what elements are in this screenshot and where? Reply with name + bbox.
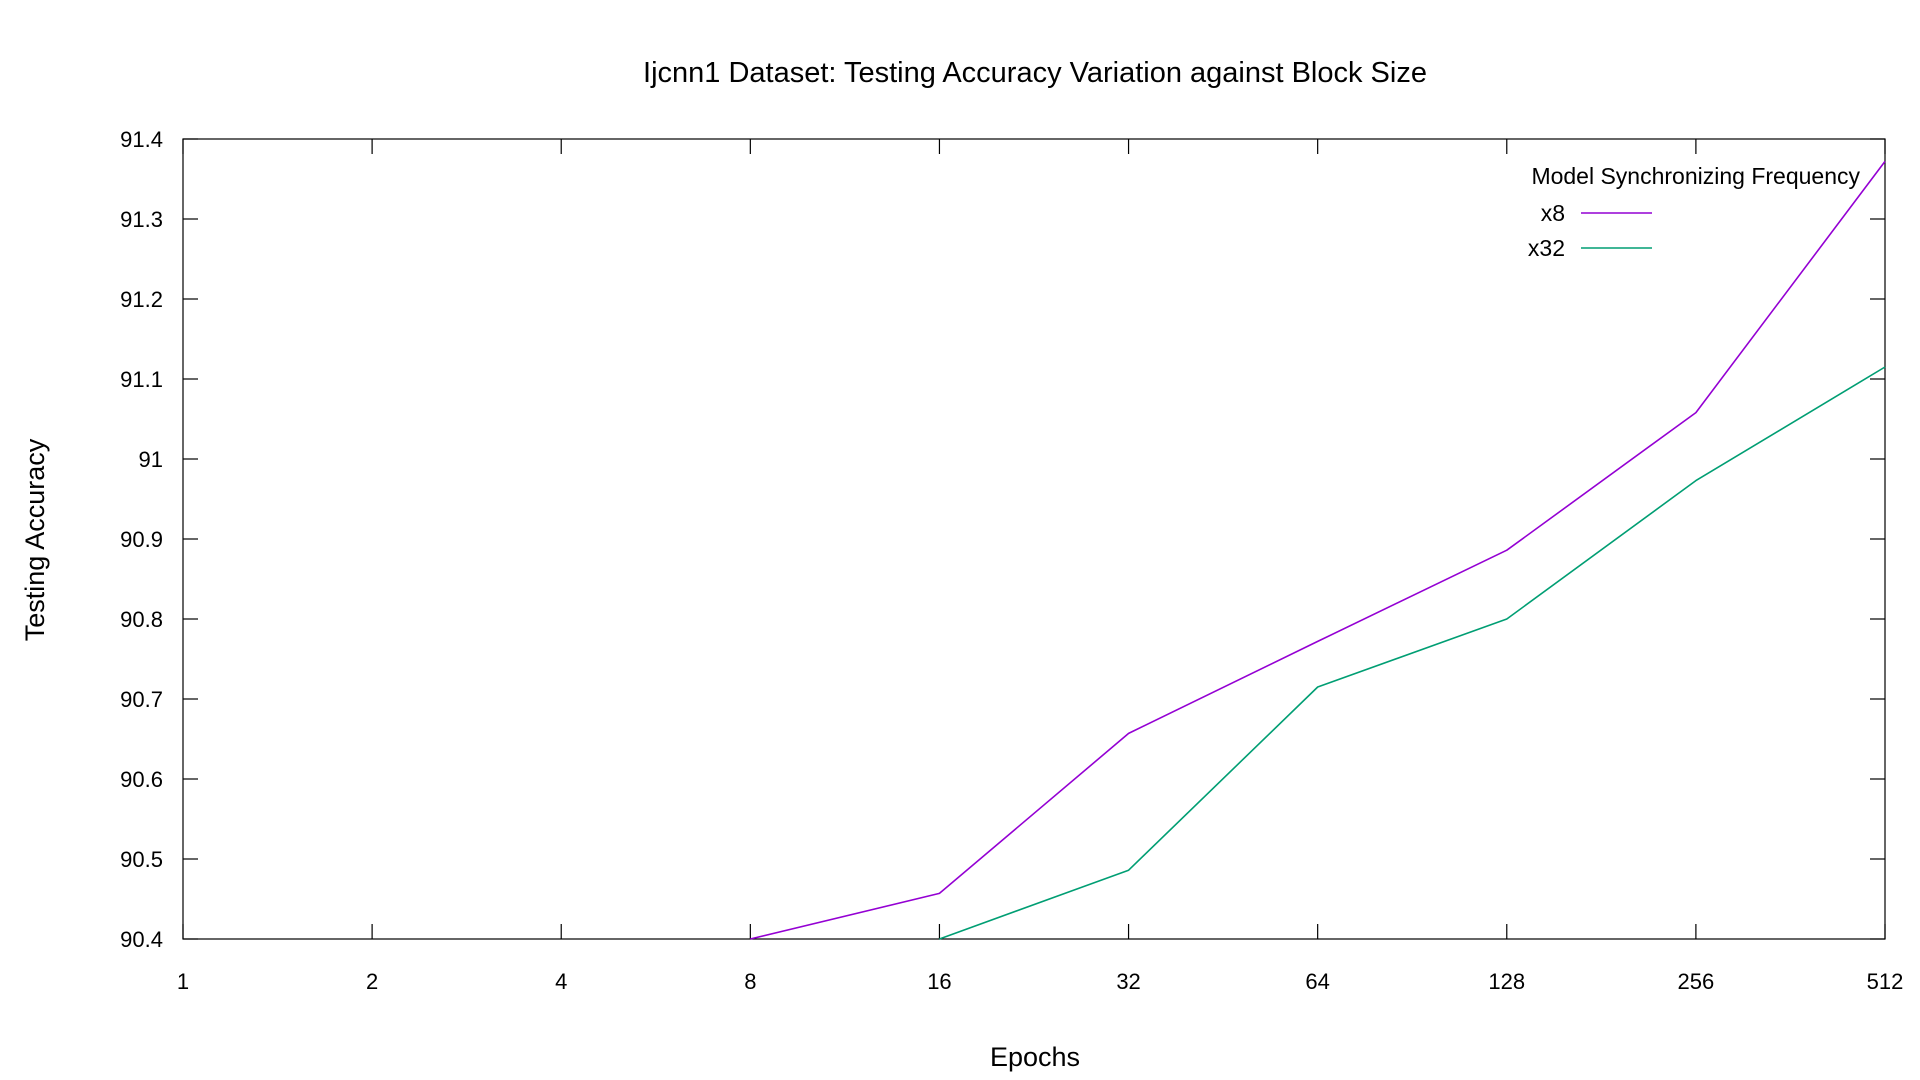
chart-title: Ijcnn1 Dataset: Testing Accuracy Variati… xyxy=(643,57,1427,89)
y-tick-label: 91.2 xyxy=(120,287,163,312)
y-tick-label: 91.4 xyxy=(120,127,163,152)
y-tick-label: 90.7 xyxy=(120,687,163,712)
x-tick-label: 8 xyxy=(744,969,756,994)
x-tick-label: 1 xyxy=(177,969,189,994)
y-tick-label: 90.9 xyxy=(120,527,163,552)
x-axis-label: Epochs xyxy=(990,1042,1080,1072)
x-tick-label: 4 xyxy=(555,969,567,994)
legend-label-x32: x32 xyxy=(1528,235,1565,261)
x-tick-label: 64 xyxy=(1305,969,1329,994)
y-tick-label: 90.6 xyxy=(120,767,163,792)
legend-label-x8: x8 xyxy=(1541,200,1565,226)
x-tick-label: 2 xyxy=(366,969,378,994)
x-tick-label: 16 xyxy=(927,969,951,994)
axis-ticks xyxy=(182,138,1886,940)
y-tick-label: 90.8 xyxy=(120,607,163,632)
series-lines xyxy=(750,160,1886,940)
y-tick-label: 91.3 xyxy=(120,207,163,232)
x-tick-label: 128 xyxy=(1488,969,1525,994)
axis-tick-labels: 1 2 4 8 16 32 64 128 256 512 90.4 90.5 90.6 90.7 90.8 9… xyxy=(120,127,1903,994)
y-tick-label: 91 xyxy=(139,447,163,472)
x-tick-label: 512 xyxy=(1867,969,1904,994)
x-tick-label: 32 xyxy=(1116,969,1140,994)
y-tick-label: 90.4 xyxy=(120,927,163,952)
series-line-x32 xyxy=(939,366,1886,940)
legend-title: Model Synchronizing Frequency xyxy=(1531,163,1860,189)
x-tick-label: 256 xyxy=(1678,969,1715,994)
y-tick-label: 91.1 xyxy=(120,367,163,392)
y-axis-label: Testing Accuracy xyxy=(20,438,50,641)
series-line-x8 xyxy=(750,160,1886,940)
y-tick-label: 90.5 xyxy=(120,847,163,872)
plot-frame xyxy=(182,138,1886,940)
